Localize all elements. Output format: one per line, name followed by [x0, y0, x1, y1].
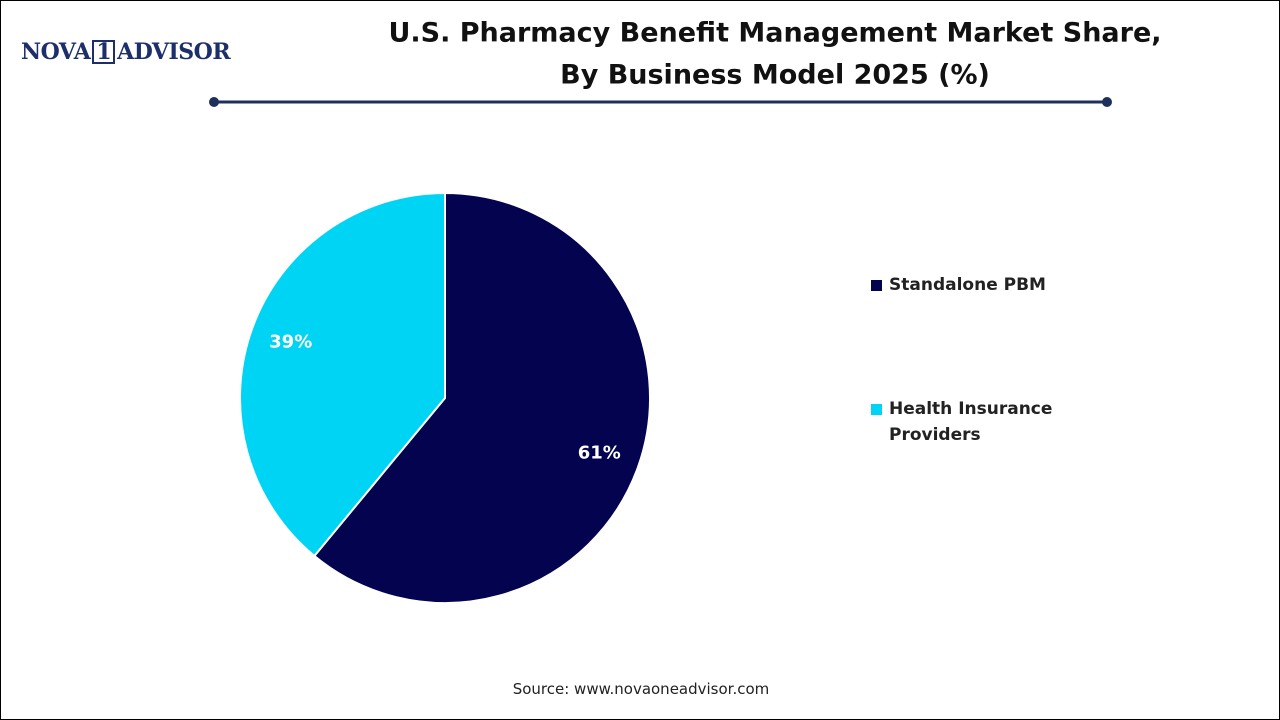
rule-dot [209, 97, 219, 107]
source: Source: www.novaoneadvisor.com [512, 680, 770, 698]
chart-title: U.S. Pharmacy Benefit Management Market … [388, 18, 1161, 49]
legend-swatch [871, 280, 882, 291]
legend-label: Health Insurance Providers [889, 399, 1053, 445]
logo-mark: 1 [92, 40, 116, 64]
rule-dot [1102, 97, 1112, 107]
chart-title: By Business Model 2025 (%) [560, 60, 990, 91]
value-label: 61% [578, 443, 621, 464]
legend-item: Standalone PBM [871, 272, 1071, 298]
value-label: 39% [269, 331, 312, 352]
pie-slice [239, 191, 446, 558]
logo-right: ADVISOR [117, 39, 231, 65]
legend-label: Standalone PBM [889, 275, 1046, 295]
logo-left: NOVA [21, 39, 91, 65]
pie-slice [312, 191, 651, 604]
logo: NOVA 1 ADVISOR [21, 39, 231, 65]
legend-swatch [871, 404, 882, 415]
legend-item: Health Insurance Providers [871, 396, 1071, 448]
